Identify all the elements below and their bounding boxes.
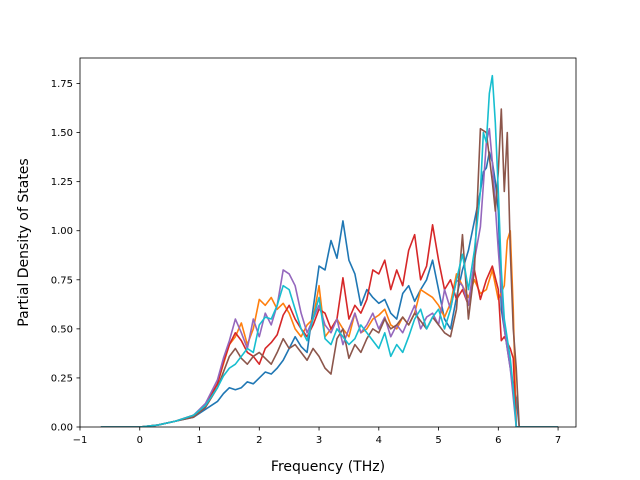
x-tick-label: 7 [555, 435, 561, 446]
x-axis: −1 0 1 2 3 4 5 6 7 [73, 427, 561, 446]
y-tick-label: 0.00 [51, 423, 73, 434]
series-line-1 [100, 151, 559, 427]
x-tick-label: 6 [495, 435, 501, 446]
y-tick-label: 0.25 [51, 373, 73, 384]
x-tick-label: 2 [256, 435, 262, 446]
series-line-4 [100, 127, 559, 427]
x-axis-label: Frequency (THz) [271, 459, 385, 475]
x-tick-label: 0 [137, 435, 143, 446]
y-tick-label: 0.50 [51, 324, 73, 335]
y-axis-label: Partial Density of States [16, 158, 32, 326]
series-line-6 [100, 74, 559, 427]
series-line-5 [100, 108, 559, 427]
y-tick-label: 1.00 [51, 226, 73, 237]
x-tick-label: 1 [196, 435, 202, 446]
x-tick-label: 3 [316, 435, 322, 446]
y-tick-label: 1.75 [51, 79, 73, 90]
y-tick-label: 1.50 [51, 128, 73, 139]
plot-frame [79, 57, 577, 428]
x-tick-label: 4 [376, 435, 382, 446]
y-tick-label: 1.25 [51, 177, 73, 188]
x-tick-label: −1 [73, 435, 88, 446]
x-tick-label: 5 [435, 435, 441, 446]
series-layer [100, 74, 559, 427]
y-axis: 0.00 0.25 0.50 0.75 1.00 1.25 1.50 1.75 [51, 79, 80, 434]
series-line-3 [100, 224, 559, 427]
y-tick-label: 0.75 [51, 275, 73, 286]
